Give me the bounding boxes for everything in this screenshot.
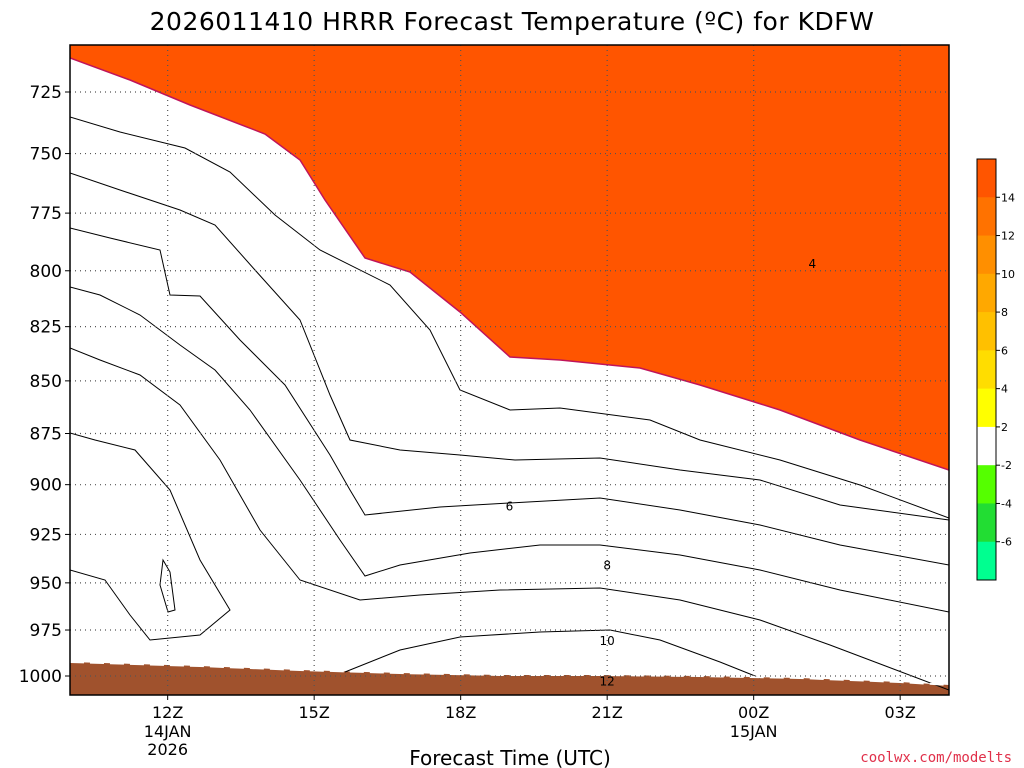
x-tick-label: 21Z (592, 703, 623, 722)
y-tick-label: 950 (30, 574, 62, 594)
grid-lines (70, 45, 949, 695)
x-tick-date: 14JAN (144, 722, 192, 741)
y-tick-label: 850 (30, 372, 62, 392)
isotherm-8 (70, 286, 949, 613)
x-tick-label: 03Z (885, 703, 916, 722)
colorbar-label: 8 (1001, 306, 1008, 319)
isotherm-4 (70, 172, 949, 521)
x-tick-date: 15JAN (730, 722, 778, 741)
colorbar-bin (977, 312, 996, 351)
isotherm-6 (70, 227, 949, 566)
x-axis-label: Forecast Time (UTC) (409, 746, 611, 768)
colorbar-label: 4 (1001, 383, 1008, 396)
colorbar-bin (977, 426, 996, 466)
contour-label: 4 (808, 257, 816, 271)
colorbar-label: 10 (1001, 268, 1015, 281)
isotherm-10 (70, 347, 949, 691)
colorbar-bin (977, 503, 996, 543)
colorbar-label: -4 (1001, 497, 1012, 510)
x-tick-label: 18Z (445, 703, 476, 722)
colorbar-label: 2 (1001, 421, 1008, 434)
contour-label: 6 (506, 500, 514, 514)
ground-fill (70, 662, 949, 695)
chart-title: 2026011410 HRRR Forecast Temperature (ºC… (150, 7, 875, 36)
colorbar-bin (977, 388, 996, 428)
colorbar-label: 12 (1001, 230, 1015, 243)
contour-label: 8 (603, 559, 611, 573)
y-tick-label: 875 (30, 425, 62, 445)
plot-frame (69, 44, 950, 696)
colorbar-bin (977, 465, 996, 504)
y-tick-label: 1000 (19, 667, 62, 687)
y-axis: 1000 975 950 925 900 875 850 825 800 775 750 725 (19, 83, 70, 687)
ground-edge (70, 661, 949, 686)
x-tick-year: 2026 (147, 740, 188, 759)
colorbar-bin (977, 350, 996, 390)
colorbar-bin (977, 159, 996, 198)
y-tick-label: 750 (30, 145, 62, 165)
colorbar-label: -2 (1001, 459, 1012, 472)
colorbar-bin (977, 235, 996, 275)
x-tick-label: 00Z (738, 703, 769, 722)
band-minus2-2 (70, 58, 949, 695)
y-tick-label: 925 (30, 525, 62, 545)
contour-label: 10 (600, 634, 615, 648)
isotherm-0 (70, 57, 949, 471)
plot-area (70, 45, 949, 695)
colorbar-bin (977, 273, 996, 313)
colorbar-bin (977, 541, 996, 581)
isotherm-2 (70, 116, 949, 519)
x-tick-label: 15Z (299, 703, 330, 722)
contour-label: 12 (600, 674, 615, 688)
colorbar-label: 6 (1001, 344, 1008, 357)
y-tick-label: 975 (30, 621, 62, 641)
contour-labels: 4 6 8 10 12 (506, 257, 816, 688)
colorbar: 14 12 10 8 6 4 2 -2 -4 -6 (976, 158, 1015, 581)
isotherm-14 (159, 558, 176, 613)
colorbar-bin (977, 197, 996, 237)
y-tick-label: 725 (30, 83, 62, 103)
y-tick-label: 800 (30, 262, 62, 282)
colorbar-label: -6 (1001, 536, 1012, 549)
y-tick-label: 825 (30, 318, 62, 338)
colorbar-frame (976, 158, 997, 581)
colorbar-label: 14 (1001, 191, 1015, 204)
x-tick-label: 12Z (152, 703, 183, 722)
y-tick-label: 775 (30, 204, 62, 224)
isotherm-12 (70, 432, 761, 679)
y-tick-label: 900 (30, 476, 62, 496)
credit-text: coolwx.com/modelts (860, 750, 1012, 766)
